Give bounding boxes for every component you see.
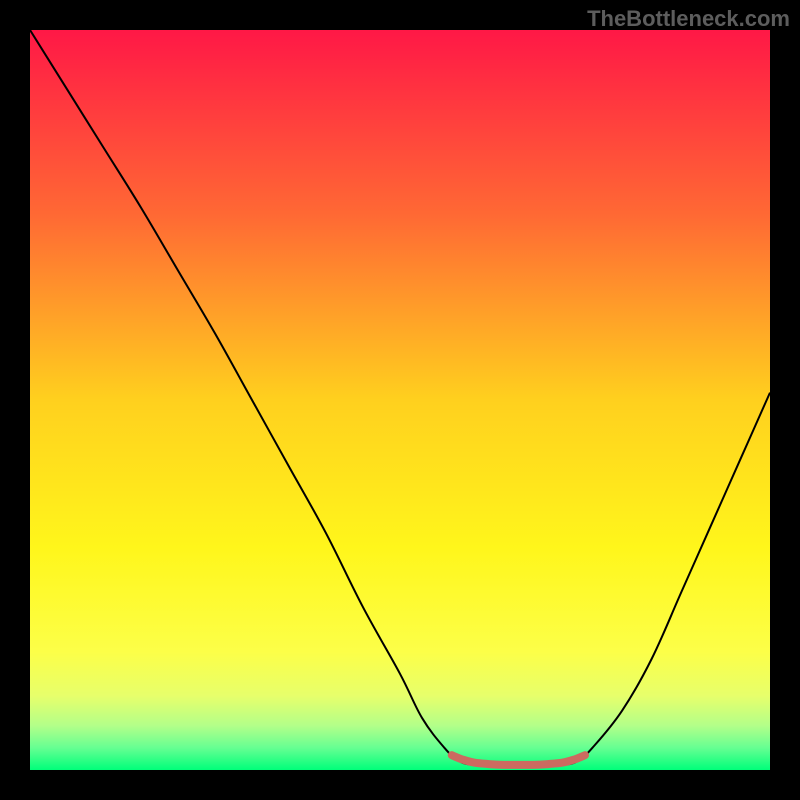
- bottleneck-curve: [30, 30, 770, 766]
- optimal-range-marker: [452, 755, 585, 765]
- curve-layer: [30, 30, 770, 770]
- plot-area: [30, 30, 770, 770]
- watermark-text: TheBottleneck.com: [587, 6, 790, 32]
